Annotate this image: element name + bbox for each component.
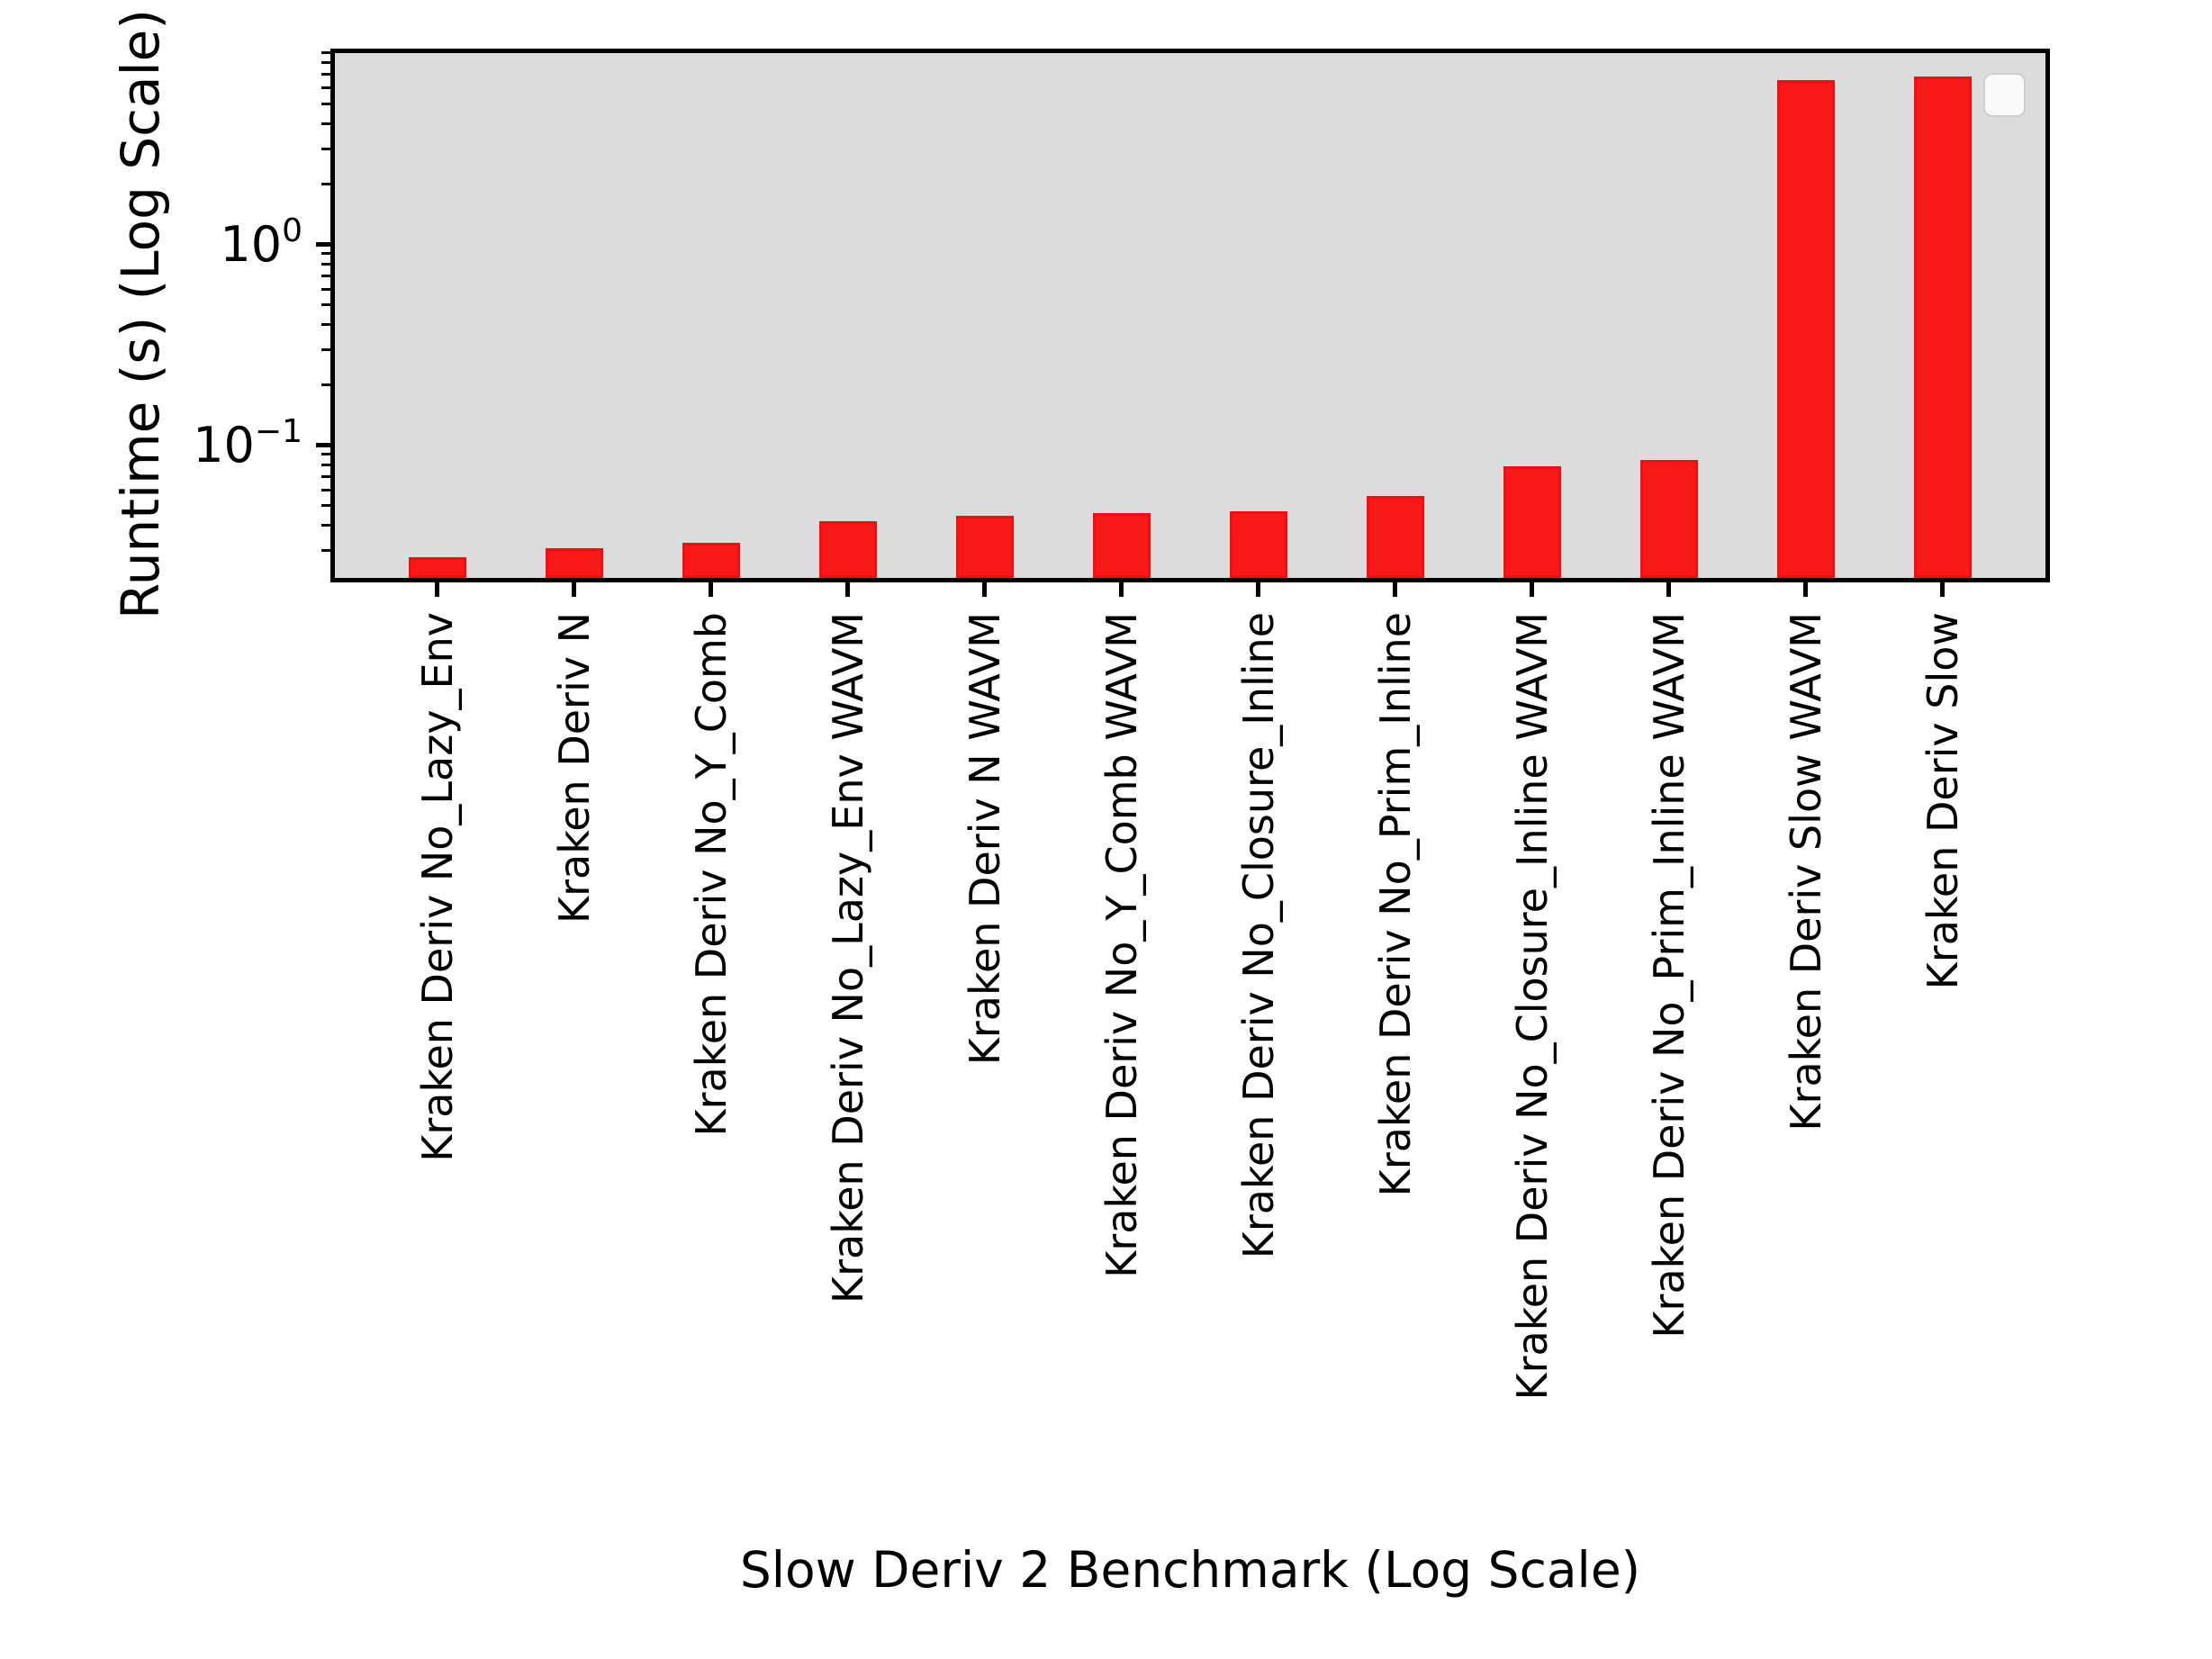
y-minor-tick (321, 262, 330, 266)
y-axis-label: Runtime (s) (Log Scale) (110, 9, 171, 619)
bar (819, 521, 877, 578)
y-tick-base: 10 (220, 216, 283, 273)
y-minor-tick (321, 86, 330, 90)
y-minor-tick (321, 122, 330, 125)
bar (1230, 511, 1287, 578)
legend-box (1983, 73, 2026, 117)
x-tick (435, 582, 439, 597)
y-minor-tick (321, 287, 330, 291)
x-tick-label: Kraken Deriv No_Prim_Inline WAVM (1645, 612, 1693, 1339)
y-minor-tick (321, 182, 330, 185)
y-tick-exponent: −1 (254, 413, 302, 451)
y-minor-tick (321, 274, 330, 277)
bar (546, 547, 603, 578)
x-tick (982, 582, 987, 597)
y-minor-tick (321, 303, 330, 307)
y-minor-tick (321, 102, 330, 105)
x-tick-label: Kraken Deriv No_Closure_Inline (1234, 612, 1283, 1259)
x-tick-label: Kraken Deriv No_Y_Comb WAVM (1097, 612, 1146, 1278)
y-minor-tick (321, 73, 330, 77)
y-minor-tick (321, 463, 330, 466)
bar (1503, 466, 1561, 578)
y-minor-tick (321, 322, 330, 326)
y-tick-exponent: 0 (282, 212, 302, 249)
y-tick-base: 10 (193, 417, 255, 474)
y-minor-tick (321, 548, 330, 552)
bar (409, 556, 466, 578)
x-tick-label: Kraken Deriv No_Y_Comb (687, 612, 736, 1137)
y-minor-tick (321, 383, 330, 387)
bar (682, 542, 740, 578)
y-minor-tick (321, 51, 330, 54)
bar (1367, 496, 1424, 578)
x-tick-label: Kraken Deriv N (550, 612, 599, 924)
x-tick (1119, 582, 1124, 597)
bar (1914, 76, 1972, 578)
x-tick-label: Kraken Deriv N WAVM (961, 612, 1009, 1066)
y-major-tick (316, 242, 330, 247)
x-axis-label: Slow Deriv 2 Benchmark (Log Scale) (739, 1541, 1641, 1599)
x-tick-label: Kraken Deriv No_Lazy_Env (413, 612, 462, 1162)
bar (956, 515, 1014, 578)
plot-area (330, 49, 2050, 582)
y-minor-tick (321, 252, 330, 256)
y-minor-tick (321, 504, 330, 508)
x-tick (1393, 582, 1397, 597)
bar (1093, 513, 1151, 578)
x-tick (1940, 582, 1945, 597)
y-minor-tick (321, 61, 330, 65)
x-tick (1256, 582, 1260, 597)
x-tick (709, 582, 713, 597)
bar (1777, 80, 1835, 578)
y-tick-label: 10−1 (0, 414, 302, 477)
x-tick (1530, 582, 1534, 597)
x-tick-label: Kraken Deriv No_Lazy_Env WAVM (824, 612, 872, 1304)
y-minor-tick (321, 488, 330, 491)
x-tick-label: Kraken Deriv Slow (1919, 612, 1967, 990)
y-minor-tick (321, 474, 330, 478)
y-tick-label: 100 (0, 213, 302, 276)
x-tick (1666, 582, 1671, 597)
x-tick-label: Kraken Deriv Slow WAVM (1782, 612, 1830, 1132)
y-minor-tick (321, 524, 330, 527)
bar (1640, 459, 1698, 578)
y-minor-tick (321, 453, 330, 456)
y-major-tick (316, 443, 330, 448)
x-tick-label: Kraken Deriv No_Prim_Inline (1371, 612, 1420, 1197)
x-tick (572, 582, 576, 597)
x-tick (1803, 582, 1808, 597)
x-tick (845, 582, 850, 597)
y-minor-tick (321, 147, 330, 150)
y-minor-tick (321, 347, 330, 351)
x-tick-label: Kraken Deriv No_Closure_Inline WAVM (1508, 612, 1557, 1401)
